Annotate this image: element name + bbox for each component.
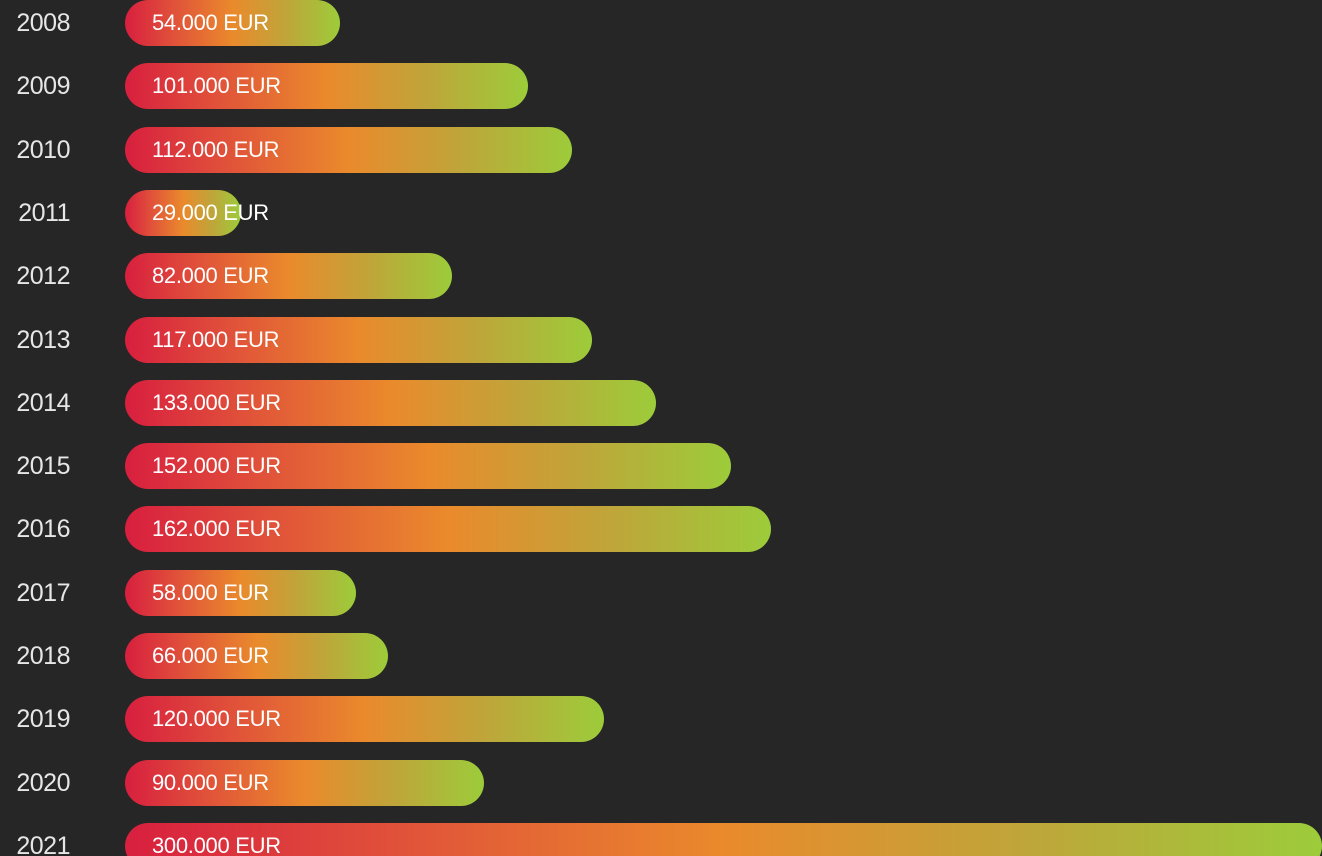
bar-2021	[125, 822, 1322, 856]
year-label: 2021	[16, 831, 70, 856]
bar-value-label: 133.000 EUR	[152, 389, 281, 415]
year-label: 2013	[16, 325, 70, 354]
year-label: 2009	[16, 72, 70, 101]
year-label: 2011	[18, 198, 70, 227]
bar-row-2008: 2008 54.000 EUR	[0, 0, 1322, 46]
year-label: 2015	[16, 452, 70, 481]
bar-2019	[125, 696, 604, 743]
year-label: 2019	[16, 705, 70, 734]
bar-row-2020: 2020 90.000 EUR	[0, 759, 1322, 806]
bar-2010	[125, 126, 572, 173]
bar-value-label: 152.000 EUR	[152, 453, 281, 479]
bar-row-2013: 2013 117.000 EUR	[0, 316, 1322, 363]
bar-2020	[125, 759, 485, 806]
bar-value-label: 101.000 EUR	[152, 73, 281, 99]
bar-value-label: 120.000 EUR	[152, 706, 281, 732]
bar-2012	[125, 253, 453, 300]
bar-value-label: 58.000 EUR	[152, 579, 269, 605]
year-label: 2016	[16, 515, 70, 544]
bar-row-2010: 2010 112.000 EUR	[0, 126, 1322, 173]
bar-row-2012: 2012 82.000 EUR	[0, 253, 1322, 300]
bar-row-2019: 2019 120.000 EUR	[0, 696, 1322, 743]
bar-2011	[125, 189, 241, 236]
bar-2008	[125, 0, 341, 46]
year-label: 2014	[16, 388, 70, 417]
bar-row-2014: 2014 133.000 EUR	[0, 379, 1322, 426]
bar-value-label: 300.000 EUR	[152, 832, 281, 856]
bar-value-label: 90.000 EUR	[152, 769, 269, 795]
bar-row-2018: 2018 66.000 EUR	[0, 633, 1322, 679]
bar-row-2021: 2021 300.000 EUR	[0, 822, 1322, 856]
year-label: 2008	[16, 9, 70, 37]
year-label: 2020	[16, 768, 70, 797]
bar-row-2011: 2011 29.000 EUR	[0, 189, 1322, 236]
bar-row-2015: 2015 152.000 EUR	[0, 443, 1322, 490]
year-label: 2017	[16, 578, 70, 607]
bar-value-label: 29.000 EUR	[152, 199, 269, 225]
bar-2016	[125, 506, 772, 553]
bar-2014	[125, 379, 656, 426]
bar-row-2017: 2017 58.000 EUR	[0, 569, 1322, 616]
bar-row-2009: 2009 101.000 EUR	[0, 63, 1322, 110]
bar-2013	[125, 316, 592, 363]
year-label: 2010	[16, 135, 70, 164]
bar-value-label: 117.000 EUR	[152, 326, 280, 352]
bar-2009	[125, 63, 528, 110]
bar-value-label: 112.000 EUR	[152, 136, 280, 162]
bar-value-label: 82.000 EUR	[152, 263, 269, 289]
year-label: 2012	[16, 262, 70, 291]
year-label: 2018	[16, 642, 70, 670]
bar-value-label: 162.000 EUR	[152, 516, 281, 542]
bar-value-label: 66.000 EUR	[152, 643, 269, 668]
bar-value-label: 54.000 EUR	[152, 10, 269, 35]
bar-2018	[125, 633, 389, 679]
bar-2017	[125, 569, 357, 616]
bar-row-2016: 2016 162.000 EUR	[0, 506, 1322, 553]
bar-2015	[125, 443, 732, 490]
